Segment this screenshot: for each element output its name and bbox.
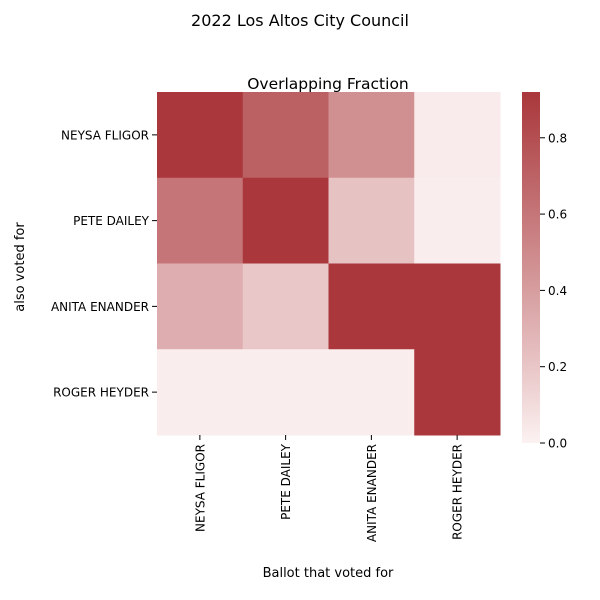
y-tick-label: ANITA ENANDER xyxy=(51,300,149,314)
y-tick-label: ROGER HEYDER xyxy=(53,386,149,400)
y-tick-label: PETE DAILEY xyxy=(73,214,150,228)
colorbar-tick-label: 0.2 xyxy=(548,360,567,374)
x-tick-label: NEYSA FLIGOR xyxy=(193,444,207,532)
colorbar-tick-label: 0.8 xyxy=(548,131,567,145)
heatmap-cell-3-3 xyxy=(414,349,501,436)
heatmap-cell-0-1 xyxy=(242,92,329,179)
x-tick-label: ANITA ENANDER xyxy=(365,444,379,542)
y-axis: NEYSA FLIGOR PETE DAILEY ANITA ENANDER ROGE… xyxy=(51,128,157,400)
heatmap-cell-1-3 xyxy=(414,177,501,264)
heatmap-cell-2-0 xyxy=(157,263,244,350)
colorbar-tick-label: 0.4 xyxy=(548,284,567,298)
heatmap-cell-0-2 xyxy=(328,92,415,179)
colorbar-tick-label: 0.0 xyxy=(548,437,567,451)
heatmap-cell-3-2 xyxy=(328,349,415,436)
x-tick-label: PETE DAILEY xyxy=(279,443,293,520)
chart-title: Overlapping Fraction xyxy=(247,75,409,93)
x-axis-label: Ballot that voted for xyxy=(263,566,394,581)
y-axis-label: also voted for xyxy=(13,222,28,312)
heatmap-cell-1-2 xyxy=(328,177,415,264)
heatmap-cell-3-0 xyxy=(157,349,244,436)
figure-suptitle: 2022 Los Altos City Council xyxy=(191,11,409,30)
heatmap-cell-2-3 xyxy=(414,263,501,350)
heatmap-cells xyxy=(157,92,501,436)
x-axis: NEYSA FLIGOR PETE DAILEY ANITA ENANDER ROGE… xyxy=(193,435,465,542)
heatmap-cell-1-1 xyxy=(242,177,329,264)
heatmap-cell-0-3 xyxy=(414,92,501,179)
heatmap-cell-3-1 xyxy=(242,349,329,436)
colorbar-tick-label: 0.6 xyxy=(548,208,567,222)
heatmap-cell-1-0 xyxy=(157,177,244,264)
colorbar: 0.0 0.2 0.4 0.6 0.8 xyxy=(522,92,567,451)
colorbar-gradient xyxy=(522,92,540,443)
heatmap-cell-0-0 xyxy=(157,92,244,179)
heatmap-cell-2-1 xyxy=(242,263,329,350)
heatmap-cell-2-2 xyxy=(328,263,415,350)
x-tick-label: ROGER HEYDER xyxy=(451,444,465,540)
y-tick-label: NEYSA FLIGOR xyxy=(61,128,149,142)
